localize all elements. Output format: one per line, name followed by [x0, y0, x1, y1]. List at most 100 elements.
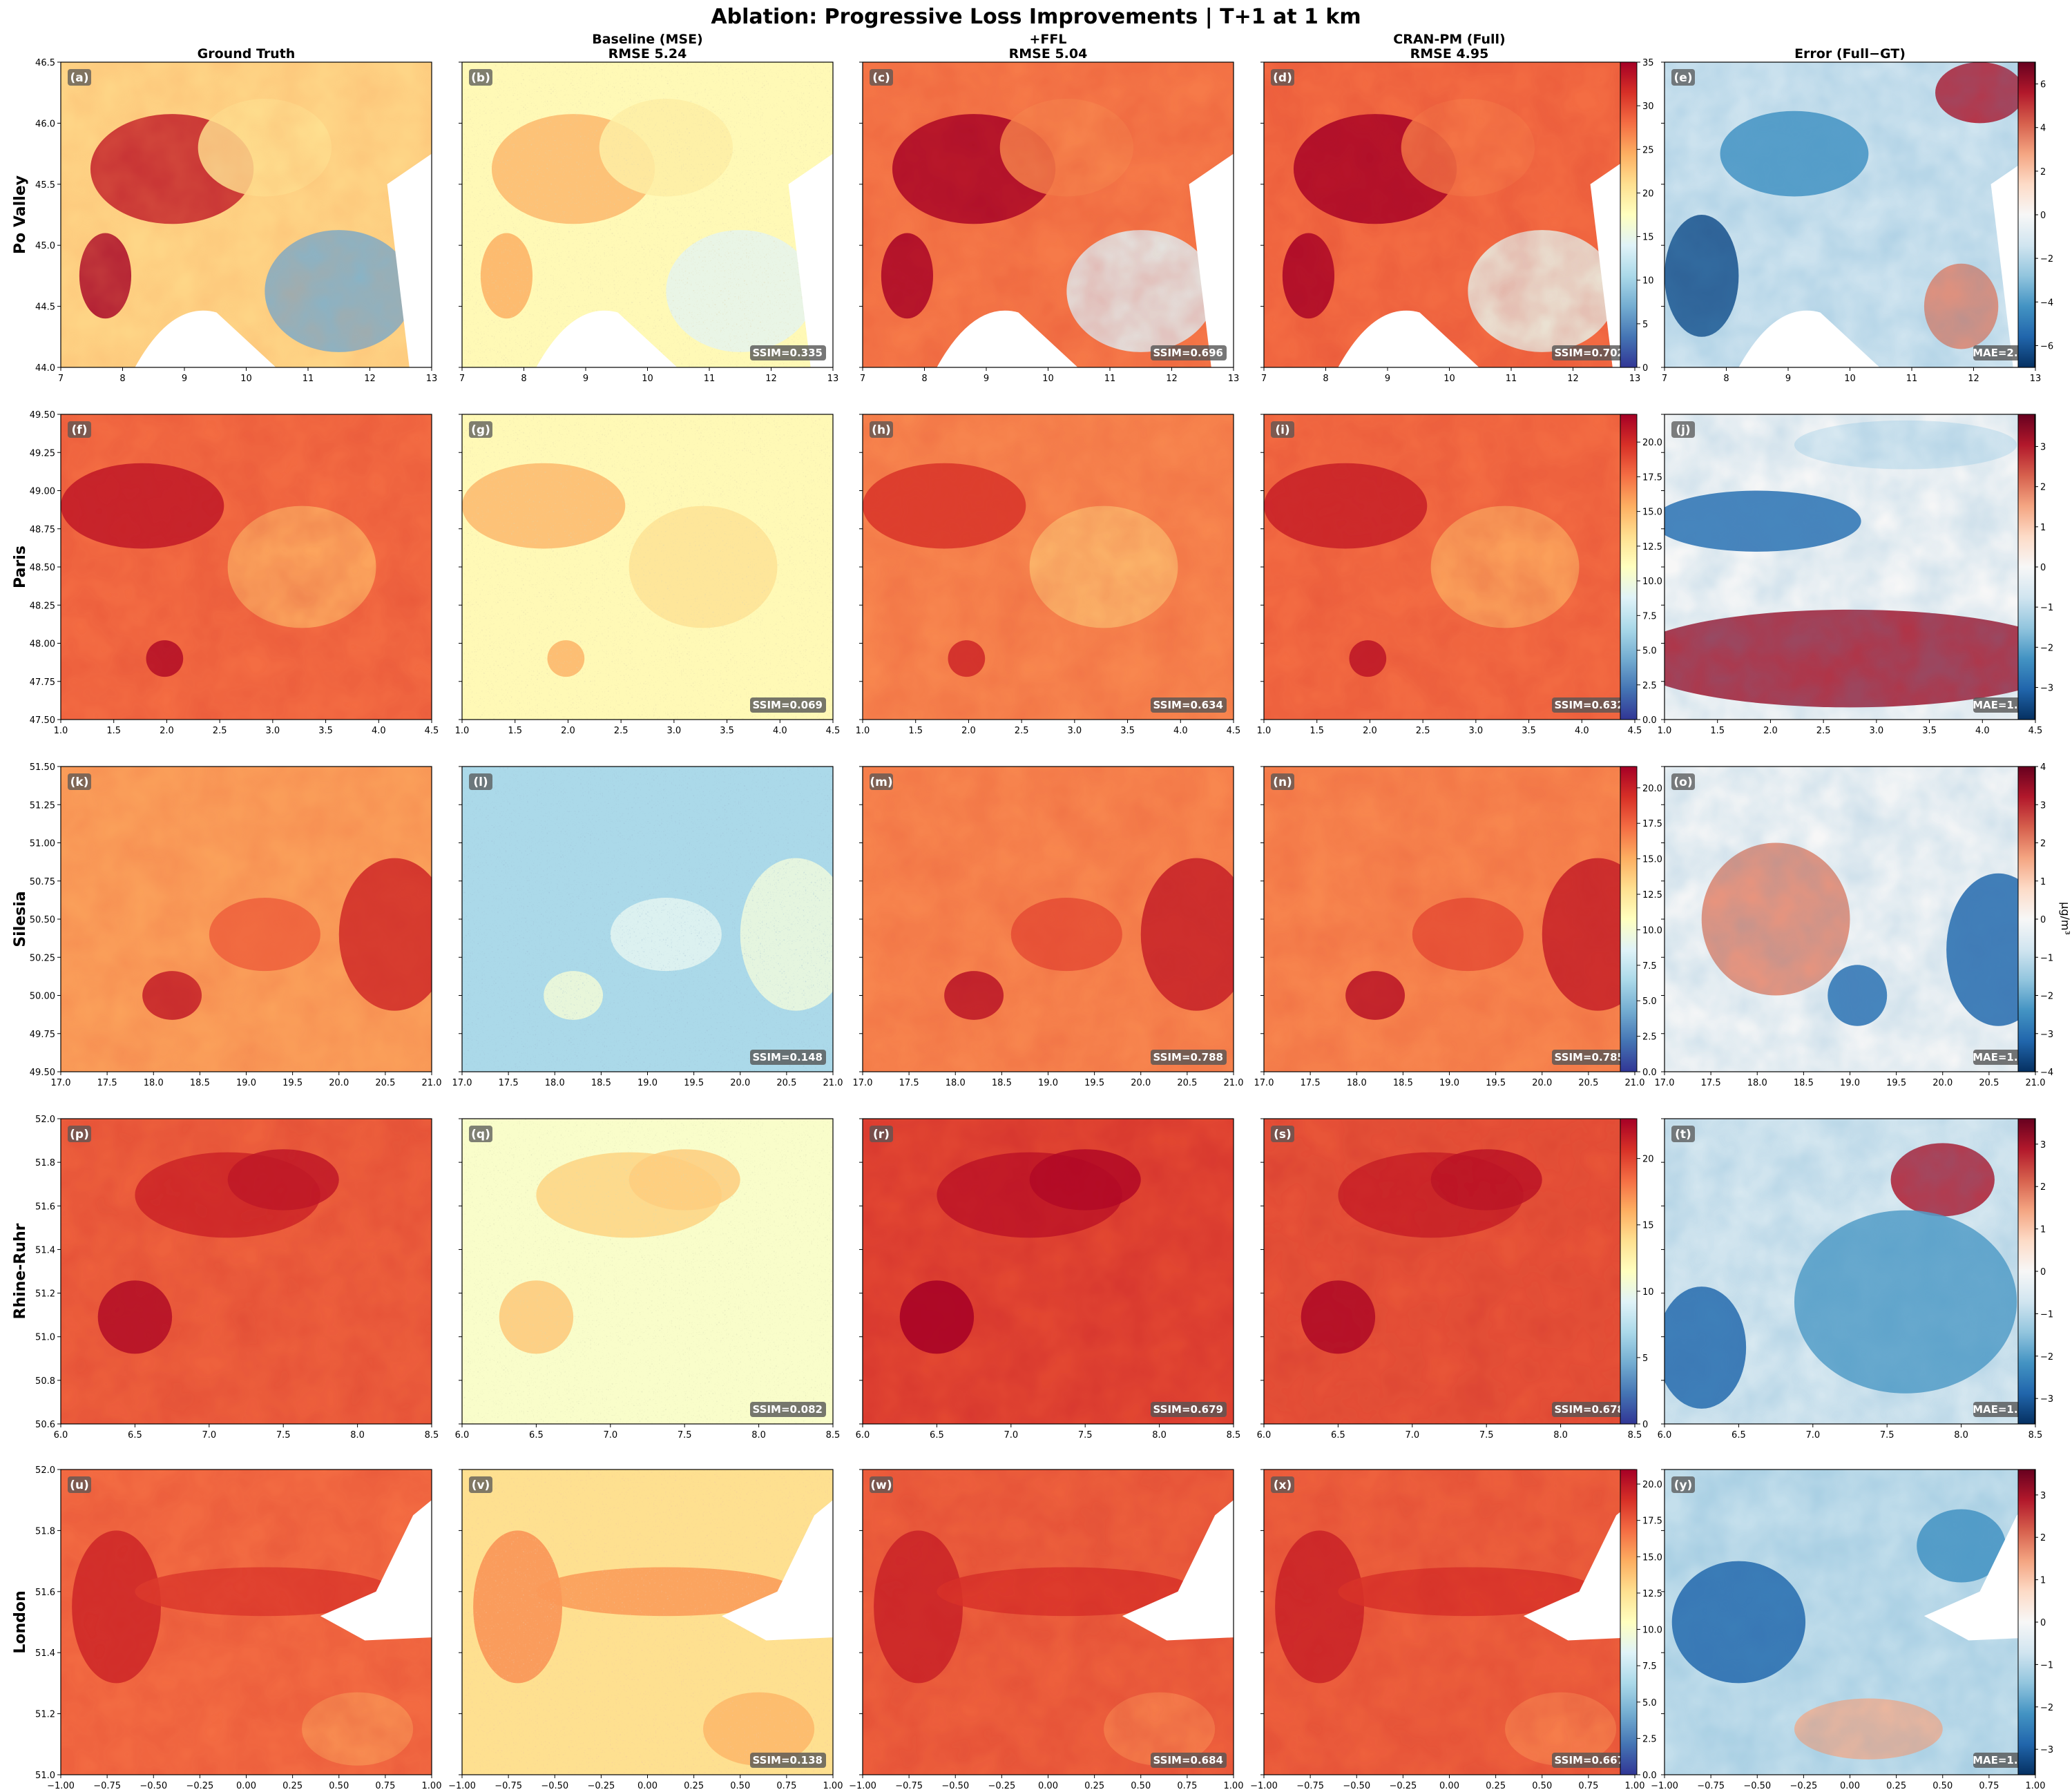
x-tick-label: 21.0 — [422, 1078, 442, 1088]
heatmap-field — [61, 414, 432, 720]
colorbar-tick-label: 10 — [1642, 276, 1654, 287]
x-tick-label: 6.0 — [1658, 1430, 1672, 1441]
y-tick-label: 50.25 — [30, 953, 55, 963]
x-tick-label: −1.00 — [47, 1781, 75, 1791]
x-tick-label: −0.75 — [1697, 1781, 1725, 1791]
colorbar-tick-label: 0 — [1642, 363, 1648, 374]
heatmap-field — [863, 1119, 1234, 1424]
no-data-mask — [721, 1500, 833, 1641]
y-tick-label: 49.25 — [30, 448, 55, 459]
panel-frame — [461, 1118, 834, 1425]
error-colorbar: 3 2 1 0 −1 −2 −3 — [2017, 414, 2053, 720]
heatmap-field — [1665, 767, 2035, 1072]
x-tick-label: 20.0 — [730, 1078, 750, 1088]
field-texture — [61, 62, 432, 367]
svg-text:(r): (r) — [873, 1128, 890, 1141]
x-tick-label: −1.00 — [448, 1781, 476, 1791]
panel-h: (h) SSIM=0.634 1.0 1.5 2.0 2.5 3.0 3.5 4.0 4.5 — [856, 414, 1241, 736]
x-tick-label: 8.5 — [1227, 1430, 1241, 1441]
x-tick-label: −0.75 — [495, 1781, 522, 1791]
x-tick-label: 7.0 — [1004, 1430, 1018, 1441]
colorbar-tick-label: 1 — [2040, 523, 2046, 533]
panel-v: (v) SSIM=0.138 −1.00 −0.75 −0.50 −0.25 0.00 0.2… — [448, 1469, 843, 1791]
x-tick-label: 20.0 — [329, 1078, 349, 1088]
svg-text:(h): (h) — [872, 423, 891, 437]
colorbar-tick-label: 15 — [1642, 1221, 1654, 1231]
x-tick-label: 8 — [1723, 374, 1729, 384]
heatmap-field — [863, 62, 1234, 367]
panel-label: (q) — [469, 1126, 492, 1142]
x-tick-label: 4.5 — [1227, 726, 1241, 736]
colorbar-tick-label: 17.5 — [1642, 472, 1662, 483]
y-tick-label: 44.5 — [35, 302, 55, 313]
colorbar-tick-label: 20 — [1642, 189, 1654, 199]
panel-label: (d) — [1271, 69, 1294, 86]
colorbar-tick-label: 7.5 — [1642, 1661, 1657, 1672]
x-tick-label: 2.0 — [1363, 726, 1377, 736]
panel-o: (o)MAE=1.417.0 17.5 18.0 18.5 19.0 19.5 20.0 20… — [1655, 766, 2046, 1088]
colorbar-tick-label: 3 — [2040, 1140, 2046, 1150]
pm-colorbar: 35 30 25 20 15 10 5 0 — [1620, 58, 1654, 374]
metric-badge: MAE=1.3 — [1973, 1402, 2028, 1417]
no-data-mask — [1338, 310, 1479, 367]
svg-text:(w): (w) — [870, 1478, 892, 1492]
svg-text:(s): (s) — [1274, 1128, 1292, 1141]
y-tick-label: 49.50 — [30, 410, 55, 421]
column-title-0: Ground Truth — [198, 46, 296, 61]
y-tick-label: 48.50 — [30, 563, 55, 573]
colorbar-tick-label: 20.0 — [1642, 438, 1662, 448]
pm-colorbar: 20.0 17.5 15.0 12.5 10.0 7.5 5.0 2.5 0.0 — [1620, 414, 1662, 726]
colorbar-tick-label: −3 — [2040, 1745, 2053, 1755]
x-tick-label: 6.0 — [856, 1430, 870, 1441]
metric-badge: SSIM=0.678 — [1552, 1402, 1628, 1417]
svg-text:SSIM=0.667: SSIM=0.667 — [1555, 1754, 1624, 1766]
colorbar-tick-label: 10.0 — [1642, 1626, 1662, 1636]
panel-w: (w) SSIM=0.684 −1.00 −0.75 −0.50 −0.25 0.00 0.2… — [849, 1469, 1243, 1791]
svg-text:SSIM=0.138: SSIM=0.138 — [753, 1754, 823, 1766]
x-tick-label: 17.5 — [899, 1078, 919, 1088]
colorbar-tick-label: 0 — [2040, 1267, 2046, 1278]
svg-text:(e): (e) — [1673, 71, 1692, 85]
field-texture — [1665, 767, 2035, 1072]
x-tick-label: −0.25 — [988, 1781, 1015, 1791]
x-tick-label: 4.0 — [1575, 726, 1589, 736]
heatmap-field — [1665, 62, 2035, 367]
y-tick-label: 51.6 — [35, 1588, 55, 1598]
no-data-mask — [937, 310, 1078, 367]
colorbar-tick-label: 4 — [2040, 124, 2046, 134]
x-tick-label: 4.0 — [773, 726, 787, 736]
panel-u: (u) −1.00 −0.75 −0.50 −0.25 0.00 0.25 0.50 0.75 1… — [35, 1465, 441, 1791]
heatmap-field — [1665, 1470, 2035, 1775]
x-tick-label: 20.5 — [1177, 1078, 1197, 1088]
row-silesia: Silesia(k)17.0 17.5 18.0 18.5 19.0 19.5 20.0 20… — [12, 762, 2053, 1088]
svg-text:(t): (t) — [1675, 1128, 1691, 1141]
column-title-1: Baseline (MSE) — [592, 32, 703, 47]
colorbar-tick-label: 3 — [2040, 443, 2046, 453]
colorbar-tick-label: −2 — [2040, 1703, 2053, 1713]
y-tick-label: 51.00 — [30, 839, 55, 849]
metric-badge: SSIM=0.679 — [1151, 1402, 1227, 1417]
y-tick-label: 51.2 — [35, 1289, 55, 1300]
svg-text:(y): (y) — [1674, 1478, 1693, 1492]
colorbar-tick-label: −3 — [2040, 1030, 2053, 1040]
metric-badge: SSIM=0.667 — [1552, 1753, 1628, 1768]
colorbar-tick-label: 1 — [2040, 877, 2046, 887]
x-tick-label: 18.5 — [992, 1078, 1012, 1088]
y-tick-label: 51.50 — [30, 762, 55, 773]
heatmap-field — [1264, 1470, 1635, 1775]
metric-badge: SSIM=0.148 — [750, 1050, 826, 1065]
x-tick-label: 21.0 — [2026, 1078, 2046, 1088]
svg-text:(x): (x) — [1274, 1478, 1292, 1492]
svg-text:SSIM=0.335: SSIM=0.335 — [753, 347, 823, 359]
svg-text:(u): (u) — [70, 1478, 89, 1492]
svg-text:SSIM=0.696: SSIM=0.696 — [1153, 347, 1223, 359]
x-tick-label: 17.5 — [97, 1078, 117, 1088]
no-data-mask — [135, 310, 276, 367]
row-paris: Paris (f) 1.0 1.5 2.0 2.5 3.0 3.5 4.0 4.5 49.50 49.… — [12, 410, 2053, 736]
field-texture — [1264, 414, 1635, 720]
panel-label: (x) — [1271, 1476, 1294, 1493]
y-tick-label: 45.0 — [35, 241, 55, 251]
column-subtitle-2: RMSE 5.04 — [1009, 46, 1088, 61]
x-tick-label: −0.25 — [587, 1781, 615, 1791]
colorbar-tick-label: 2 — [2040, 483, 2046, 493]
